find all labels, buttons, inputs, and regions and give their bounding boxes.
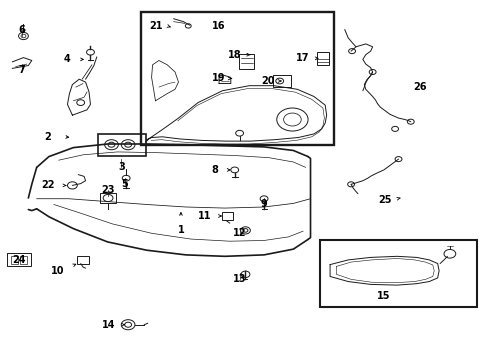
Bar	[98, 134, 145, 156]
Text: 13: 13	[232, 274, 246, 284]
Bar	[222, 212, 233, 220]
Bar	[77, 256, 89, 264]
Text: 5: 5	[121, 179, 128, 189]
Text: 10: 10	[51, 266, 64, 276]
Text: 19: 19	[212, 73, 225, 84]
Bar	[272, 75, 291, 87]
Bar	[7, 253, 31, 266]
Bar	[11, 256, 18, 264]
Text: 12: 12	[232, 228, 246, 238]
Bar	[238, 54, 254, 69]
Text: 7: 7	[19, 65, 25, 75]
Text: 3: 3	[118, 162, 124, 172]
Text: 16: 16	[212, 21, 225, 31]
Bar	[320, 240, 476, 307]
Text: 15: 15	[376, 291, 390, 301]
Text: 17: 17	[295, 53, 308, 63]
Text: 2: 2	[44, 132, 51, 142]
Bar	[100, 193, 116, 203]
Text: 14: 14	[102, 320, 115, 330]
Bar	[20, 256, 27, 264]
Text: 4: 4	[64, 54, 71, 64]
Text: 26: 26	[412, 82, 426, 92]
Text: 21: 21	[148, 21, 162, 31]
Text: 9: 9	[260, 199, 267, 210]
Text: 23: 23	[101, 185, 114, 195]
Text: 18: 18	[227, 50, 241, 60]
Text: 22: 22	[41, 180, 55, 190]
Text: 1: 1	[177, 225, 184, 235]
Text: 8: 8	[211, 165, 218, 175]
Text: 25: 25	[378, 195, 391, 205]
Text: 11: 11	[197, 211, 211, 221]
Bar	[141, 12, 333, 145]
Text: 6: 6	[19, 24, 25, 35]
Bar	[316, 52, 328, 65]
Text: 24: 24	[12, 255, 25, 265]
Text: 20: 20	[261, 76, 274, 86]
